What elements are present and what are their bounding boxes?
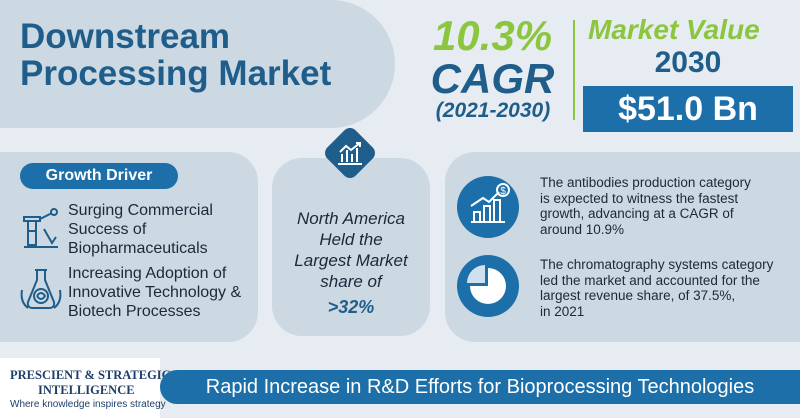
bottom-banner: Rapid Increase in R&D Efforts for Biopro… bbox=[160, 370, 800, 404]
logo bbox=[0, 358, 160, 418]
title-line-2: Processing Market bbox=[20, 54, 332, 93]
logo-line-1: PRESCIENT & STRATEGIC bbox=[10, 368, 171, 382]
region-share-value: >32% bbox=[327, 297, 375, 317]
pie-chart-icon bbox=[467, 265, 506, 304]
market-value-label: Market Value bbox=[588, 14, 760, 45]
growth-driver-item-1: Surging Commercial Success of Biopharmac… bbox=[68, 202, 213, 257]
region-card bbox=[272, 158, 430, 336]
stat-chromatography: The chromatography systems category led … bbox=[540, 257, 774, 319]
title-panel bbox=[0, 0, 395, 128]
market-value-amount: $51.0 Bn bbox=[583, 86, 793, 132]
growth-chart-dollar-icon-badge: $ bbox=[457, 176, 519, 238]
pie-chart-icon-badge bbox=[457, 255, 519, 317]
stat-antibodies: The antibodies production category is ex… bbox=[540, 175, 751, 237]
growth-driver-heading: Growth Driver bbox=[20, 163, 178, 189]
biotech-flask-icon bbox=[18, 266, 64, 312]
divider bbox=[573, 20, 575, 120]
bar-chart-icon bbox=[336, 140, 364, 166]
cagr-years: (2021-2030) bbox=[435, 99, 551, 122]
logo-tagline: Where knowledge inspires strategy bbox=[10, 399, 166, 410]
growth-chart-dollar-icon: $ bbox=[470, 183, 510, 223]
page-title: Downstream Processing Market bbox=[20, 18, 331, 92]
logo-line-2: INTELLIGENCE bbox=[38, 383, 135, 397]
cagr-value: 10.3% bbox=[432, 12, 553, 59]
growth-driver-item-2: Increasing Adoption of Innovative Techno… bbox=[68, 265, 242, 320]
market-value-year: 2030 bbox=[654, 46, 722, 79]
title-line-1: Downstream bbox=[20, 17, 231, 56]
region-description: North America Held the Largest Market sh… bbox=[294, 209, 408, 291]
svg-text:$: $ bbox=[500, 186, 506, 197]
cagr-label: CAGR bbox=[430, 55, 555, 102]
biopharma-lab-icon bbox=[18, 205, 64, 251]
